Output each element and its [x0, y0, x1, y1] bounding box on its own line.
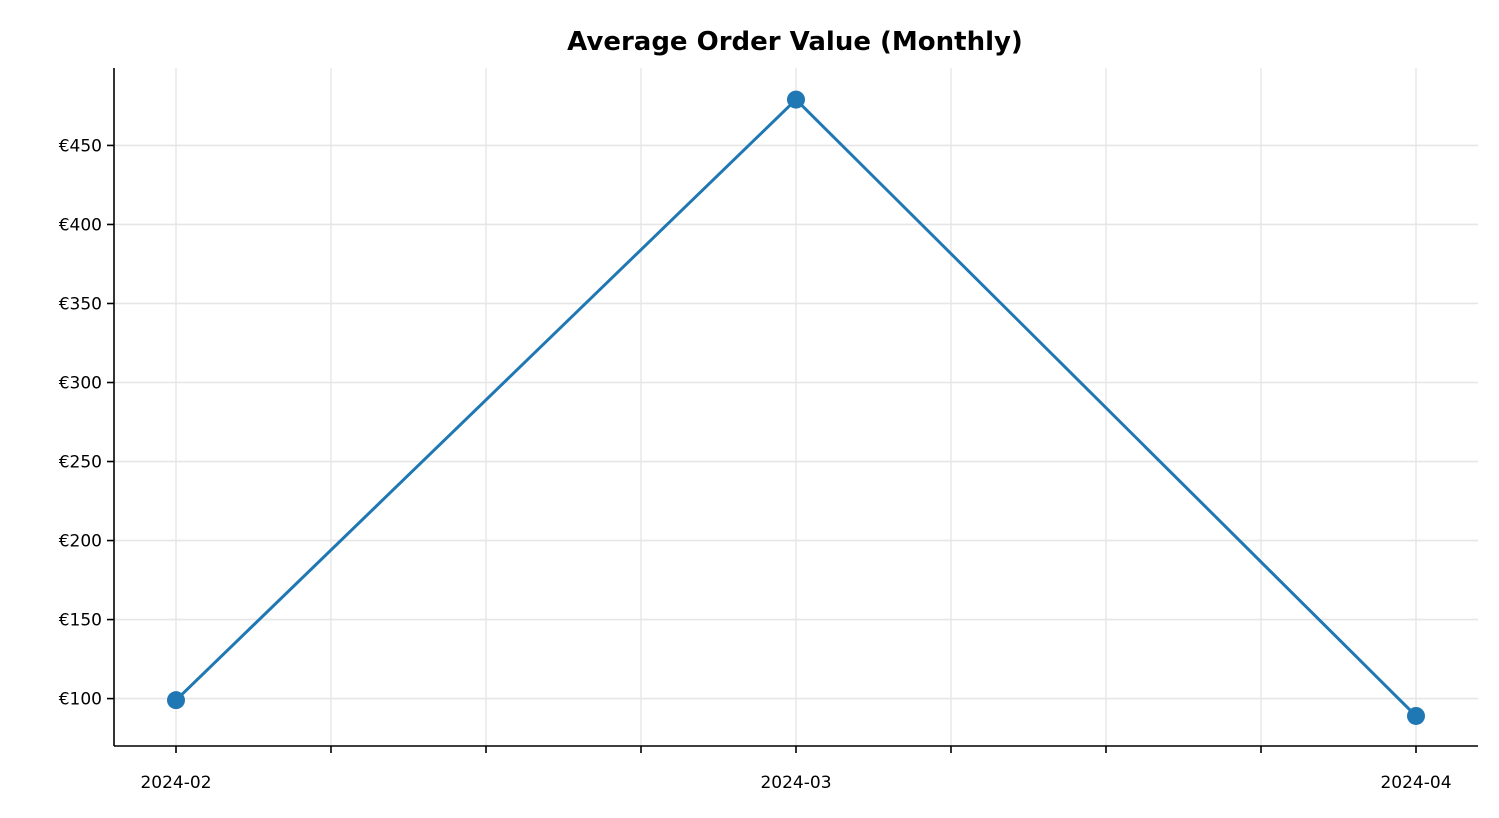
- y-tick-label: €150: [59, 611, 102, 631]
- data-point: [1407, 706, 1425, 725]
- y-tick-label: €450: [59, 136, 102, 156]
- y-tick-label: €300: [59, 374, 102, 394]
- x-tick-label: 2024-03: [760, 773, 831, 793]
- y-tick-label: €400: [59, 215, 102, 235]
- series-layer: [167, 90, 1425, 725]
- y-tick-label: €250: [59, 453, 102, 473]
- x-tick-label: 2024-02: [140, 773, 211, 793]
- x-tick-label: 2024-04: [1380, 773, 1451, 793]
- chart-title: Average Order Value (Monthly): [567, 27, 1023, 57]
- y-tick-label: €200: [59, 532, 102, 552]
- y-tick-label: €350: [59, 294, 102, 314]
- data-point: [787, 90, 805, 109]
- data-point: [167, 691, 185, 710]
- axis-ticks: €100 €150 €200 €250 €300 €350 €400 €450 2024-02 2…: [59, 136, 1452, 793]
- grid-lines: [114, 68, 1478, 746]
- y-tick-label: €100: [59, 690, 102, 710]
